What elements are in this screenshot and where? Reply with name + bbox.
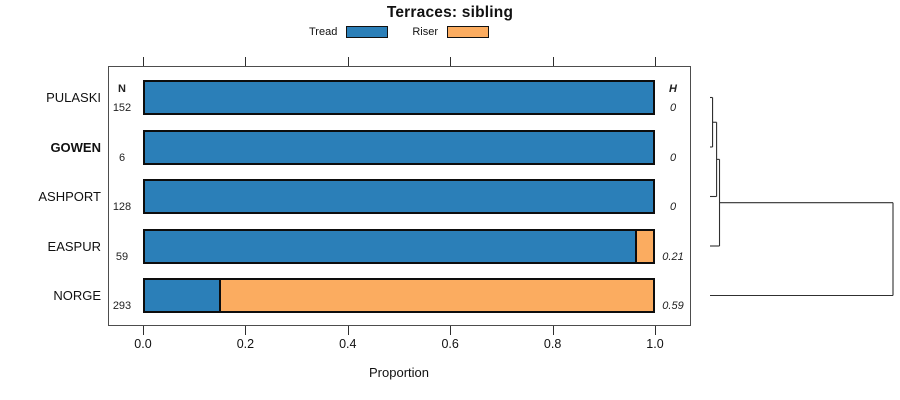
legend-label: Tread bbox=[309, 26, 338, 38]
n-column-header: N bbox=[118, 83, 126, 95]
h-value: 0 bbox=[669, 102, 677, 114]
bar-segment-tread bbox=[145, 181, 653, 212]
x-axis-tick-bottom bbox=[655, 326, 656, 335]
legend-label: Riser bbox=[412, 26, 438, 38]
bar-row-easpur bbox=[143, 228, 655, 264]
legend-item-tread: Tread bbox=[309, 26, 389, 38]
x-axis-tick-bottom bbox=[245, 326, 247, 335]
h-value: 0.59 bbox=[662, 300, 684, 312]
x-axis-tick-label: 1.0 bbox=[646, 337, 664, 351]
x-axis-tick-label: 0.0 bbox=[134, 337, 152, 351]
x-axis-tick-top bbox=[655, 57, 656, 66]
bar-segment-tread bbox=[145, 230, 636, 262]
n-value: 6 bbox=[118, 151, 126, 164]
n-value: 59 bbox=[115, 250, 129, 263]
h-value: 0.21 bbox=[662, 250, 684, 263]
x-axis-tick-top bbox=[450, 57, 452, 66]
x-axis-tick-top bbox=[552, 57, 554, 66]
bar-segment-riser bbox=[218, 280, 653, 311]
bar-segment-riser bbox=[635, 230, 653, 262]
category-label-norge: NORGE bbox=[53, 288, 101, 303]
bar-row-pulaski bbox=[143, 80, 655, 115]
legend-item-riser: Riser bbox=[412, 26, 489, 38]
bar-segment-tread bbox=[145, 280, 219, 311]
x-axis-label: Proportion bbox=[369, 365, 429, 380]
legend-swatch-tread bbox=[346, 26, 389, 38]
n-value: 128 bbox=[112, 201, 132, 213]
category-label-ashport: ASHPORT bbox=[38, 189, 101, 204]
h-value: 0 bbox=[669, 151, 677, 164]
h-value: 0 bbox=[669, 201, 677, 213]
x-axis-tick-label: 0.6 bbox=[441, 337, 459, 351]
category-label-easpur: EASPUR bbox=[47, 238, 101, 254]
x-axis-tick-top bbox=[143, 57, 144, 66]
x-axis-tick-label: 0.2 bbox=[236, 337, 255, 351]
bar-row-ashport bbox=[143, 179, 655, 214]
plot-area bbox=[108, 66, 691, 326]
chart-title: Terraces: sibling bbox=[386, 4, 514, 21]
h-column-header: H bbox=[669, 83, 677, 95]
x-axis-tick-bottom bbox=[552, 326, 554, 335]
bar-row-gowen bbox=[143, 129, 655, 165]
x-axis-tick-bottom bbox=[143, 326, 144, 335]
x-axis-tick-label: 0.8 bbox=[543, 337, 562, 351]
category-label-gowen: GOWEN bbox=[50, 139, 101, 155]
x-axis-tick-top bbox=[347, 57, 349, 66]
x-axis-tick-label: 0.4 bbox=[339, 337, 357, 351]
legend-swatch-riser bbox=[447, 26, 489, 38]
x-axis-tick-top bbox=[245, 57, 247, 66]
bar-segment-tread bbox=[145, 131, 653, 163]
n-value: 293 bbox=[112, 300, 132, 312]
legend: Tread Riser bbox=[309, 26, 489, 38]
n-value: 152 bbox=[112, 102, 132, 114]
x-axis-tick-bottom bbox=[450, 326, 452, 335]
category-label-pulaski: PULASKI bbox=[46, 90, 101, 105]
bar-row-norge bbox=[143, 278, 655, 313]
x-axis-tick-bottom bbox=[347, 326, 349, 335]
bar-segment-tread bbox=[145, 82, 653, 113]
